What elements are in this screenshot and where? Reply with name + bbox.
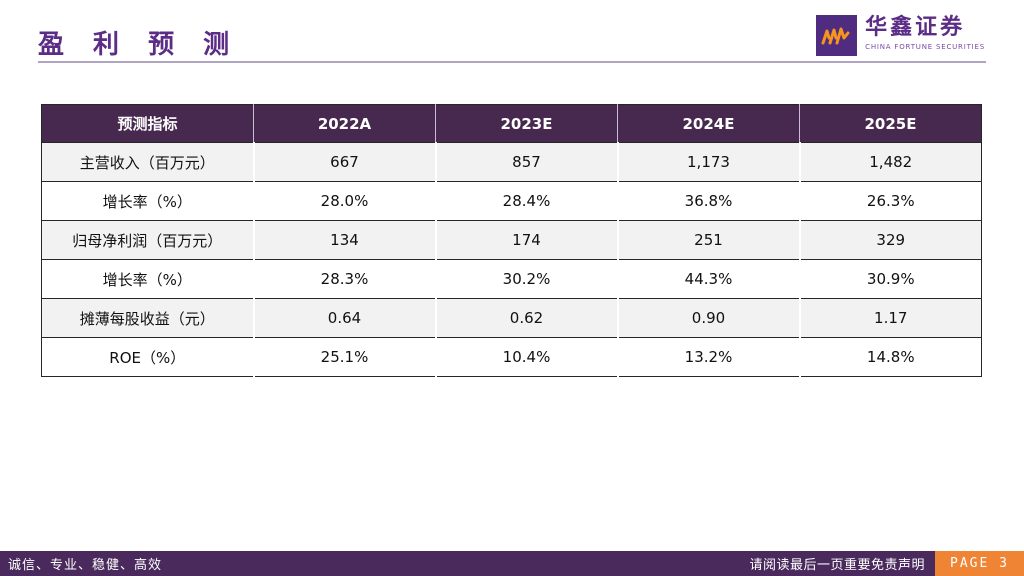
table-cell: 28.4%	[434, 181, 618, 221]
footer-disclaimer: 请阅读最后一页重要免责声明	[749, 558, 925, 573]
row-label-cell: ROE（%）	[41, 337, 254, 377]
table-row: 增长率（%） 28.0% 28.4% 36.8% 26.3%	[41, 181, 982, 221]
table-cell: 30.2%	[434, 259, 618, 299]
table-cell: 36.8%	[616, 181, 800, 221]
column-header-2024e: 2024E	[617, 104, 800, 143]
table-cell: 28.3%	[252, 259, 436, 299]
row-label-cell: 主营收入（百万元）	[41, 142, 254, 182]
footer-bar: 诚信、专业、稳健、高效 请阅读最后一页重要免责声明 PAGE 3	[0, 551, 1024, 576]
forecast-table-container: 预测指标 2022A 2023E 2024E 2025E 主营收入（百万元） 6…	[41, 104, 982, 377]
table-cell: 667	[252, 142, 436, 182]
table-cell: 1,482	[798, 142, 982, 182]
table-row: 增长率（%） 28.3% 30.2% 44.3% 30.9%	[41, 259, 982, 299]
table-cell: 28.0%	[252, 181, 436, 221]
table-cell: 134	[252, 220, 436, 260]
table-row: 归母净利润（百万元） 134 174 251 329	[41, 220, 982, 260]
forecast-table: 预测指标 2022A 2023E 2024E 2025E 主营收入（百万元） 6…	[41, 104, 982, 377]
title-underline	[38, 61, 986, 63]
table-cell: 251	[616, 220, 800, 260]
company-logo-text: 华鑫证券 CHINA FORTUNE SECURITIES	[865, 15, 985, 51]
table-cell: 26.3%	[798, 181, 982, 221]
column-header-2023e: 2023E	[435, 104, 618, 143]
footer-slogan: 诚信、专业、稳健、高效	[8, 558, 163, 573]
company-logo: 华鑫证券 CHINA FORTUNE SECURITIES	[816, 15, 985, 56]
table-cell: 10.4%	[434, 337, 618, 377]
company-logo-icon	[816, 15, 858, 56]
table-cell: 329	[798, 220, 982, 260]
column-header-2025e: 2025E	[799, 104, 982, 143]
column-header-indicator: 预测指标	[41, 104, 254, 143]
table-row: 摊薄每股收益（元） 0.64 0.62 0.90 1.17	[41, 298, 982, 338]
row-label-cell: 增长率（%）	[41, 181, 254, 221]
table-cell: 25.1%	[252, 337, 436, 377]
table-cell: 14.8%	[798, 337, 982, 377]
company-subtitle: CHINA FORTUNE SECURITIES	[865, 43, 985, 52]
table-header-row: 预测指标 2022A 2023E 2024E 2025E	[41, 104, 982, 143]
row-label-cell: 归母净利润（百万元）	[41, 220, 254, 260]
row-label-cell: 摊薄每股收益（元）	[41, 298, 254, 338]
table-cell: 1,173	[616, 142, 800, 182]
page-number-badge: PAGE 3	[935, 551, 1024, 576]
table-cell: 857	[434, 142, 618, 182]
table-cell: 13.2%	[616, 337, 800, 377]
column-header-2022a: 2022A	[253, 104, 436, 143]
table-row: ROE（%） 25.1% 10.4% 13.2% 14.8%	[41, 337, 982, 377]
table-cell: 0.90	[616, 298, 800, 338]
page-title: 盈 利 预 测	[38, 30, 240, 60]
table-cell: 30.9%	[798, 259, 982, 299]
row-label-cell: 增长率（%）	[41, 259, 254, 299]
table-row: 主营收入（百万元） 667 857 1,173 1,482	[41, 142, 982, 182]
company-name: 华鑫证券	[865, 15, 966, 40]
table-cell: 0.62	[434, 298, 618, 338]
table-cell: 0.64	[252, 298, 436, 338]
table-cell: 174	[434, 220, 618, 260]
table-cell: 1.17	[798, 298, 982, 338]
table-cell: 44.3%	[616, 259, 800, 299]
